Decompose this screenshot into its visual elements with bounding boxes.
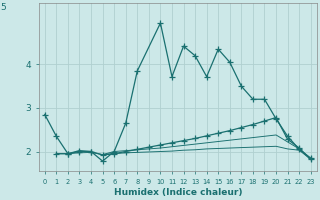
X-axis label: Humidex (Indice chaleur): Humidex (Indice chaleur) [114, 188, 242, 197]
Text: 5: 5 [0, 3, 6, 12]
